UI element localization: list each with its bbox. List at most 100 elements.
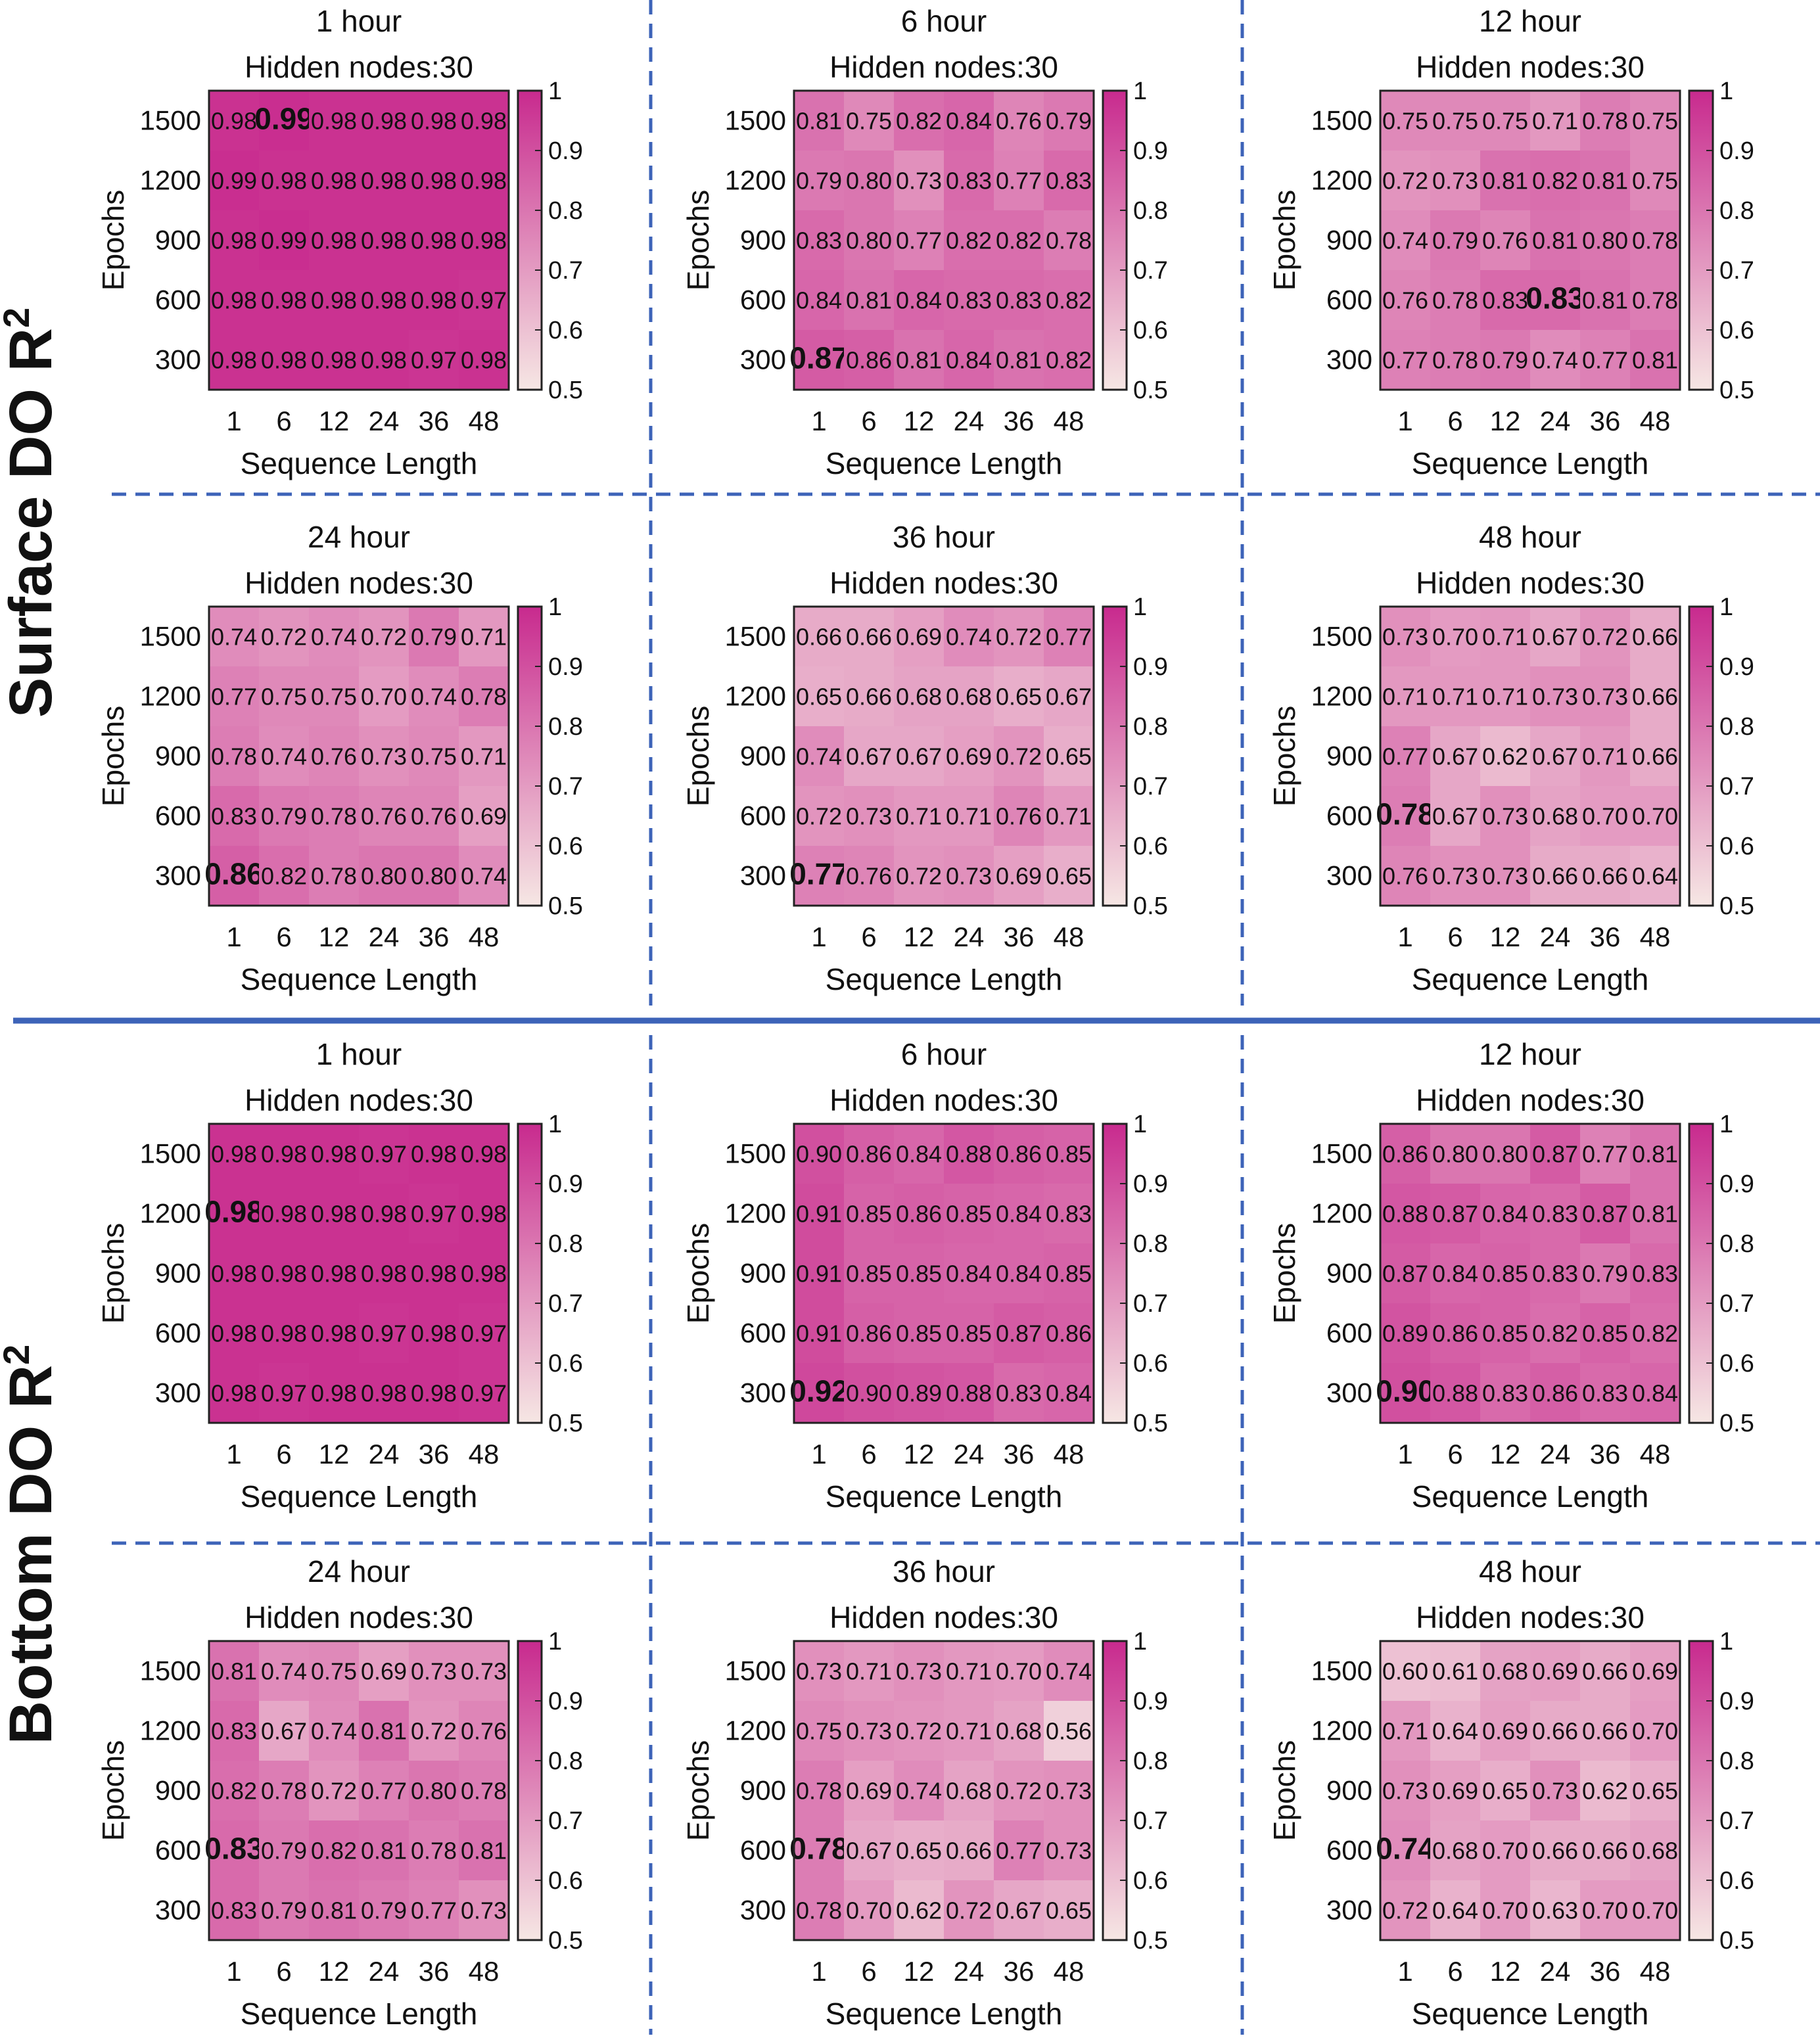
cell-value-label: 0.68 <box>1432 1838 1478 1864</box>
heatmap-cell <box>794 1820 844 1880</box>
cell-value-label: 0.81 <box>1582 287 1628 314</box>
heatmap-cell <box>209 1820 259 1880</box>
cell-value-label: 0.65 <box>1046 863 1092 890</box>
cell-value-label: 0.73 <box>461 1658 507 1685</box>
cell-value-label: 0.97 <box>361 1320 407 1347</box>
cell-value-label: 0.98 <box>261 1261 307 1287</box>
heatmap-cell <box>794 1761 844 1820</box>
heatmap-cell <box>1630 270 1680 330</box>
colorbar-tick-label: 0.5 <box>1133 377 1168 404</box>
cell-value-label: 0.90 <box>796 1141 842 1168</box>
panel-subtitle: Hidden nodes:30 <box>245 50 473 84</box>
heatmap-cell <box>409 607 459 666</box>
heatmap-cell <box>259 1641 309 1701</box>
cell-value-label: 0.67 <box>846 743 892 770</box>
heatmap-cell <box>894 1820 944 1880</box>
cell-value-label: 0.83 <box>1532 1261 1578 1287</box>
heatmap-cell <box>309 607 359 666</box>
cell-value-label: 0.86 <box>896 1201 942 1228</box>
cell-value-label: 0.98 <box>261 347 307 374</box>
heatmap-cell <box>309 846 359 906</box>
cell-value-label: 0.74 <box>311 1718 357 1745</box>
panel-subtitle: Hidden nodes:30 <box>245 1600 473 1634</box>
cell-value-label: 0.98 <box>411 1141 457 1168</box>
x-tick-label: 24 <box>954 1956 985 1987</box>
heatmap-cell <box>409 1303 459 1363</box>
heatmap-cell <box>894 786 944 846</box>
x-tick-label: 36 <box>1004 1956 1035 1987</box>
cell-value-label: 0.82 <box>1632 1320 1678 1347</box>
cell-value-label: 0.71 <box>1382 683 1428 710</box>
heatmap-cell <box>209 1184 259 1243</box>
cell-value-label: 0.80 <box>846 168 892 195</box>
heatmap-cell <box>259 330 309 390</box>
heatmap-cell <box>259 1820 309 1880</box>
heatmap-cell <box>994 330 1044 390</box>
x-tick-label: 6 <box>1447 1439 1462 1470</box>
panel-subtitle: Hidden nodes:30 <box>829 566 1058 600</box>
colorbar-tick-label: 0.9 <box>1719 1170 1754 1198</box>
heatmap-cell <box>359 1124 409 1184</box>
cell-value-label: 0.84 <box>946 347 992 374</box>
x-tick-label: 12 <box>904 921 935 952</box>
y-tick-label: 300 <box>1326 860 1372 891</box>
cell-value-label: 0.81 <box>896 347 942 374</box>
cell-value-label: 0.98 <box>311 1261 357 1287</box>
cell-value-label: 0.86 <box>1432 1320 1478 1347</box>
cell-value-label: 0.75 <box>1382 108 1428 135</box>
x-tick-label: 48 <box>469 1956 500 1987</box>
cell-value-label: 0.78 <box>311 803 357 830</box>
y-tick-label: 900 <box>740 1258 786 1289</box>
cell-value-label: 0.73 <box>1382 624 1428 651</box>
heatmap-cell <box>894 210 944 270</box>
heatmap-cell <box>944 1880 994 1940</box>
heatmap-cell <box>1580 726 1630 786</box>
cell-value-label: 0.64 <box>1632 863 1678 890</box>
x-tick-label: 48 <box>1054 1439 1085 1470</box>
heatmap-cell <box>309 786 359 846</box>
heatmap-cell <box>1530 330 1580 390</box>
cell-value-label: 0.88 <box>1432 1380 1478 1407</box>
cell-value-label: 0.82 <box>1532 1320 1578 1347</box>
heatmap-cell <box>994 1303 1044 1363</box>
cell-value-label: 0.69 <box>1482 1718 1528 1745</box>
cell-value-label: 0.78 <box>796 1897 842 1924</box>
cell-value-label: 0.83 <box>1046 168 1092 195</box>
cell-value-label: 0.56 <box>1046 1718 1092 1745</box>
heatmap-cell <box>259 1303 309 1363</box>
y-tick-label: 1200 <box>1311 1715 1372 1746</box>
cell-value-label: 0.74 <box>896 1778 942 1805</box>
cell-value-label: 0.67 <box>1532 743 1578 770</box>
heatmap-cell <box>894 666 944 726</box>
colorbar-tick-label: 0.8 <box>548 1748 583 1775</box>
y-axis-label: Epochs <box>1267 1223 1301 1324</box>
heatmap-cell <box>794 270 844 330</box>
heatmap-cell <box>1530 1303 1580 1363</box>
heatmap-cell <box>894 607 944 666</box>
heatmap-cell <box>209 1124 259 1184</box>
colorbar-tick-label: 0.6 <box>1133 1350 1168 1378</box>
x-tick-label: 48 <box>1640 921 1671 952</box>
heatmap-cell <box>944 91 994 151</box>
cell-value-label: 0.77 <box>1582 1141 1628 1168</box>
heatmap-cell <box>409 1761 459 1820</box>
colorbar-tick-label: 0.5 <box>1133 892 1168 920</box>
heatmap-cell <box>1430 726 1480 786</box>
colorbar-tick-label: 0.5 <box>548 1927 583 1955</box>
heatmap-cell <box>359 330 409 390</box>
heatmap-cell <box>1630 1184 1680 1243</box>
heatmap-cell <box>794 330 844 390</box>
y-tick-label: 300 <box>740 1895 786 1926</box>
heatmap-cell <box>459 607 509 666</box>
x-tick-label: 1 <box>226 1956 241 1987</box>
x-axis-label: Sequence Length <box>241 1479 478 1514</box>
group-label-bottom: Bottom DO R2 <box>0 1345 64 1745</box>
heatmap-cell <box>1430 666 1480 726</box>
heatmap-cell <box>1480 270 1530 330</box>
heatmap-cell <box>1380 1243 1430 1303</box>
heatmap-cell <box>1430 330 1480 390</box>
cell-value-label: 0.68 <box>896 683 942 710</box>
colorbar-tick-label: 0.8 <box>1719 1230 1754 1258</box>
heatmap-cell <box>1380 270 1430 330</box>
